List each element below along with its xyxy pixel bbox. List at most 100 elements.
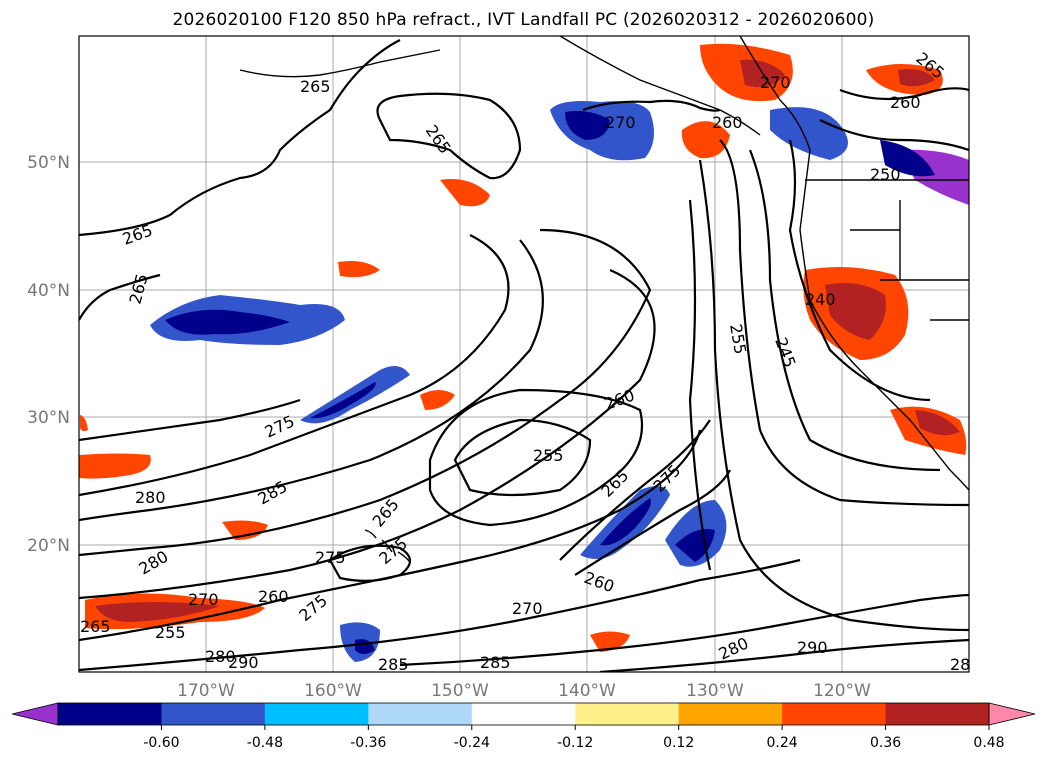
border-states xyxy=(850,200,969,321)
colorbar-tick-label: -0.36 xyxy=(350,735,386,751)
shade-navy-coast xyxy=(880,140,935,177)
colorbar-segments xyxy=(58,703,990,725)
contour-270-east xyxy=(582,99,721,112)
colorbar-segment xyxy=(471,703,576,725)
contour-260-inner xyxy=(428,388,644,527)
shade-navy-band xyxy=(310,382,376,419)
contour-label: 290 xyxy=(797,638,828,657)
shade-blue-coast xyxy=(770,107,848,160)
colorbar-segment xyxy=(575,703,680,725)
shade-navy-sub1 xyxy=(600,498,651,546)
colorbar-tick-label: 0.48 xyxy=(973,735,1004,751)
contour-ne-1 xyxy=(839,87,969,101)
shade-red-band2 xyxy=(95,602,220,622)
shade-orange-dot2 xyxy=(338,261,380,278)
map-frame xyxy=(78,35,970,673)
lat-label-40n: 40°N xyxy=(27,281,70,301)
coast-alaska xyxy=(559,36,761,136)
shade-navy-north xyxy=(565,111,610,140)
contour-lower-1 xyxy=(79,558,801,672)
contour-sub-1 xyxy=(559,419,711,561)
colorbar-segment xyxy=(782,703,887,725)
shade-red-top2 xyxy=(898,69,935,87)
colorbar-tick-label: -0.12 xyxy=(557,735,593,751)
colorbar-segment xyxy=(885,703,990,725)
lat-tick-labels: 50°N 40°N 30°N 20°N xyxy=(27,153,70,556)
lon-tick-labels: 170°W 160°W 150°W 140°W 130°W 120°W xyxy=(177,681,871,701)
shade-navy-sub2 xyxy=(675,529,715,562)
contour-ne-2 xyxy=(819,119,969,152)
contour-label: 260 xyxy=(258,587,289,606)
lon-label-120w: 120°W xyxy=(813,681,871,701)
contour-label: 260 xyxy=(712,113,743,132)
shade-orange-mid xyxy=(222,520,268,540)
colorbar-segment xyxy=(678,703,783,725)
colorbar-tick-label: -0.24 xyxy=(454,735,490,751)
contour-label: 28 xyxy=(950,655,970,674)
lat-label-50n: 50°N xyxy=(27,153,70,173)
contour-label: 265 xyxy=(300,77,331,96)
contour-label: 270 xyxy=(760,73,791,92)
contour-label: 270 xyxy=(512,599,543,618)
contour-label: 280 xyxy=(205,647,236,666)
lon-label-160w: 160°W xyxy=(304,681,362,701)
contour-label: 270 xyxy=(605,113,636,132)
contour-label: 250 xyxy=(870,165,901,184)
contour-main-5 xyxy=(79,429,702,642)
colorbar-segment xyxy=(161,703,266,725)
contour-label: 285 xyxy=(378,655,409,674)
shade-orange-dot1 xyxy=(440,179,490,207)
contour-label: 275 xyxy=(315,548,346,567)
contour-265-north xyxy=(376,92,522,180)
contour-label: 240 xyxy=(805,290,836,309)
colorbar-segment xyxy=(264,703,369,725)
lat-label-20n: 20°N xyxy=(27,536,70,556)
shade-navy-west xyxy=(165,309,290,335)
contour-lower-2 xyxy=(399,593,969,667)
colorbar-tick-label: -0.60 xyxy=(143,735,179,751)
coastlines xyxy=(239,36,969,563)
contour-label: 290 xyxy=(228,653,259,672)
colorbar-tick-label: 0.24 xyxy=(767,735,798,751)
lat-label-30n: 30°N xyxy=(27,408,70,428)
contour-sub-2 xyxy=(574,469,731,576)
contour-main-2 xyxy=(79,239,544,522)
coast-aleutians xyxy=(239,49,441,78)
lon-label-130w: 130°W xyxy=(686,681,744,701)
contour-label: 260 xyxy=(890,93,921,112)
refractivity-contours xyxy=(79,39,969,672)
contour-coast-2 xyxy=(748,149,941,472)
lon-label-150w: 150°W xyxy=(431,681,489,701)
contour-coast-4 xyxy=(688,199,712,571)
shade-orange-nw xyxy=(681,121,730,159)
lon-label-140w: 140°W xyxy=(558,681,616,701)
colorbar-ticks: -0.60 -0.48 -0.36 -0.24 -0.12 0.12 0.24 0.36 0.4… xyxy=(143,725,1005,751)
colorbar: -0.60 -0.48 -0.36 -0.24 -0.12 0.12 0.24 0.36 0.4… xyxy=(11,702,1036,751)
lon-label-170w: 170°W xyxy=(177,681,235,701)
shade-red-ca xyxy=(825,282,886,340)
colorbar-segment xyxy=(58,703,162,725)
shade-orange-band1 xyxy=(79,453,151,479)
shade-orange-dot5 xyxy=(80,415,88,432)
colorbar-segment xyxy=(368,703,473,725)
colorbar-tick-label: 0.36 xyxy=(870,735,901,751)
chart-title: 2026020100 F120 850 hPa refract., IVT La… xyxy=(172,10,875,30)
colorbar-tick-label: -0.48 xyxy=(247,735,283,751)
colorbar-frame xyxy=(57,702,990,726)
shade-orange-dot3 xyxy=(420,390,455,410)
contour-main-4 xyxy=(79,268,656,600)
contour-label: 280 xyxy=(135,488,166,507)
shade-orange-dot4 xyxy=(590,631,630,652)
coast-north-america xyxy=(739,36,969,491)
contour-main-1 xyxy=(79,234,510,497)
shade-red-baja xyxy=(915,410,960,436)
contour-hawaii xyxy=(328,544,412,582)
contour-lower-3 xyxy=(599,638,969,672)
contour-coast-3 xyxy=(698,159,969,632)
contour-coast-1 xyxy=(719,139,969,507)
contour-west-small xyxy=(79,398,301,442)
contour-label: 270 xyxy=(188,590,219,609)
colorbar-extend-max xyxy=(988,702,1036,726)
coast-hawaii xyxy=(364,529,411,563)
